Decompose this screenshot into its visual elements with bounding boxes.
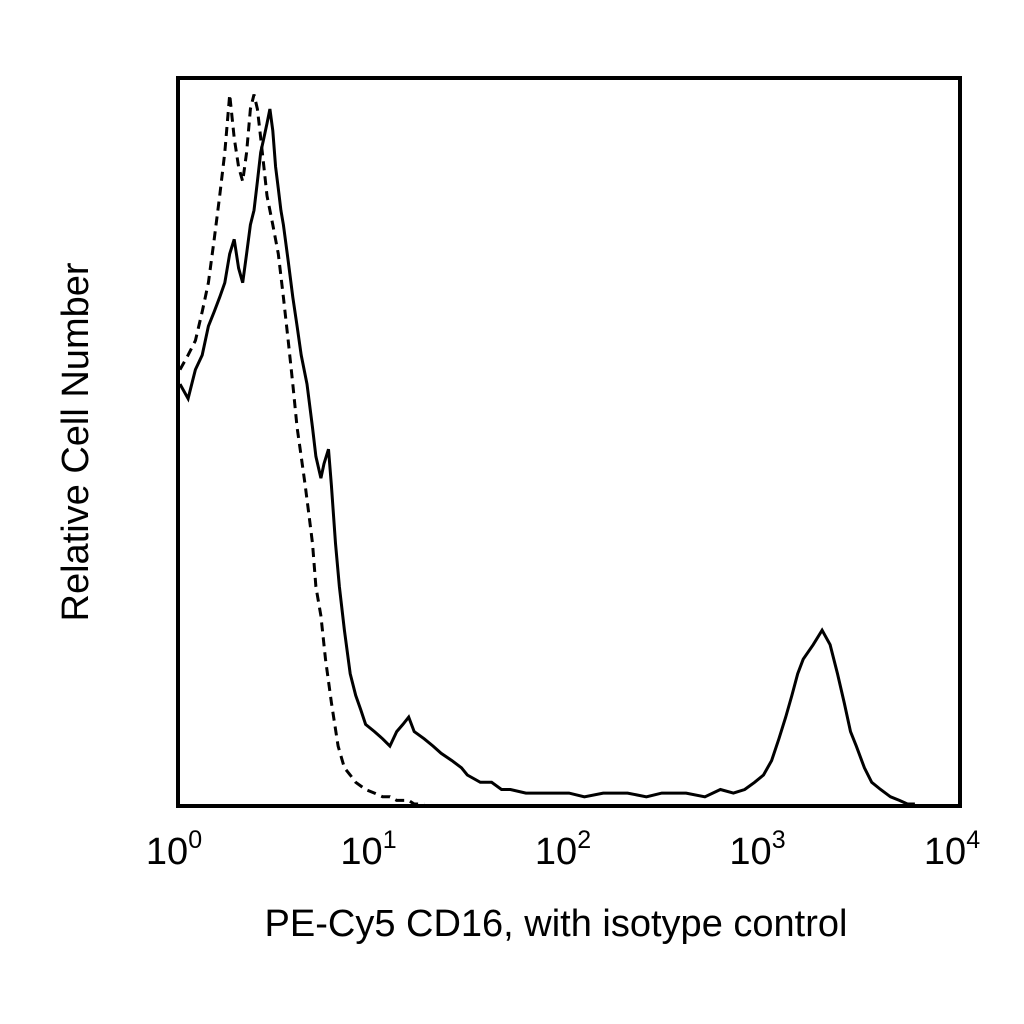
cd16-histogram [178, 108, 915, 806]
x-tick-label: 100 [146, 826, 202, 873]
x-tick-label: 101 [340, 826, 396, 873]
x-tick-label: 102 [535, 826, 591, 873]
plot-frame [176, 76, 962, 808]
y-axis-title: Relative Cell Number [55, 262, 97, 621]
isotype-control-histogram [178, 94, 425, 806]
x-tick-label: 104 [924, 826, 980, 873]
x-axis-title: PE-Cy5 CD16, with isotype control [265, 903, 848, 945]
x-tick-label: 103 [729, 826, 785, 873]
series-layer [178, 94, 915, 806]
x-tick-labels: 100 101 102 103 104 [146, 826, 980, 873]
